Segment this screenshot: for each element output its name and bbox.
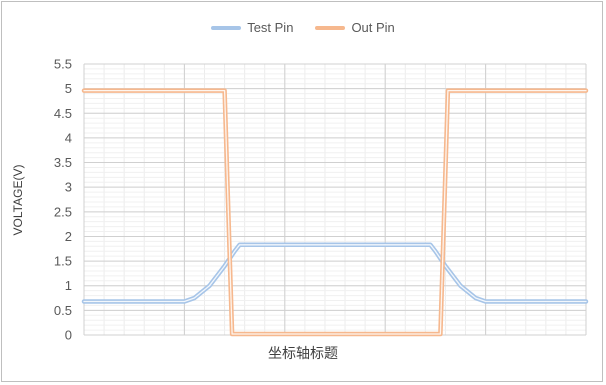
legend-item-out-pin: Out Pin xyxy=(315,20,395,35)
y-tick-label: 2.5 xyxy=(54,204,72,219)
y-tick-label: 0.5 xyxy=(54,303,72,318)
y-tick-label: 3 xyxy=(65,180,72,195)
y-tick-label: 1.5 xyxy=(54,254,72,269)
series-lines xyxy=(81,88,589,337)
y-axis-label: VOLTAGE(V) xyxy=(11,164,25,236)
legend-item-test-pin: Test Pin xyxy=(211,20,293,35)
y-tick-label: 5.5 xyxy=(54,57,72,72)
y-tick-label: 5 xyxy=(65,81,72,96)
y-tick-label: 4.5 xyxy=(54,106,72,121)
y-tick-label: 4 xyxy=(65,130,72,145)
series-line-core-0 xyxy=(83,244,587,303)
x-axis-label: 坐标轴标题 xyxy=(268,345,338,361)
y-tick-label: 3.5 xyxy=(54,155,72,170)
major-gridlines xyxy=(83,63,587,336)
y-axis-ticks: 0 0.5 1 1.5 2 2.5 3 3.5 4 4.5 5 5.5 xyxy=(54,57,72,343)
y-tick-label: 1 xyxy=(65,278,72,293)
y-tick-label: 0 xyxy=(65,328,72,343)
legend-label-out-pin: Out Pin xyxy=(351,20,395,35)
legend-label-test-pin: Test Pin xyxy=(247,20,294,35)
series-line-0 xyxy=(81,242,589,304)
legend: Test Pin Out Pin xyxy=(0,20,606,35)
y-tick-label: 2 xyxy=(65,229,72,244)
minor-gridlines xyxy=(83,63,587,336)
series-line-core-1 xyxy=(83,89,587,335)
legend-swatch-test-pin xyxy=(211,25,242,30)
legend-swatch-out-pin xyxy=(315,25,346,30)
